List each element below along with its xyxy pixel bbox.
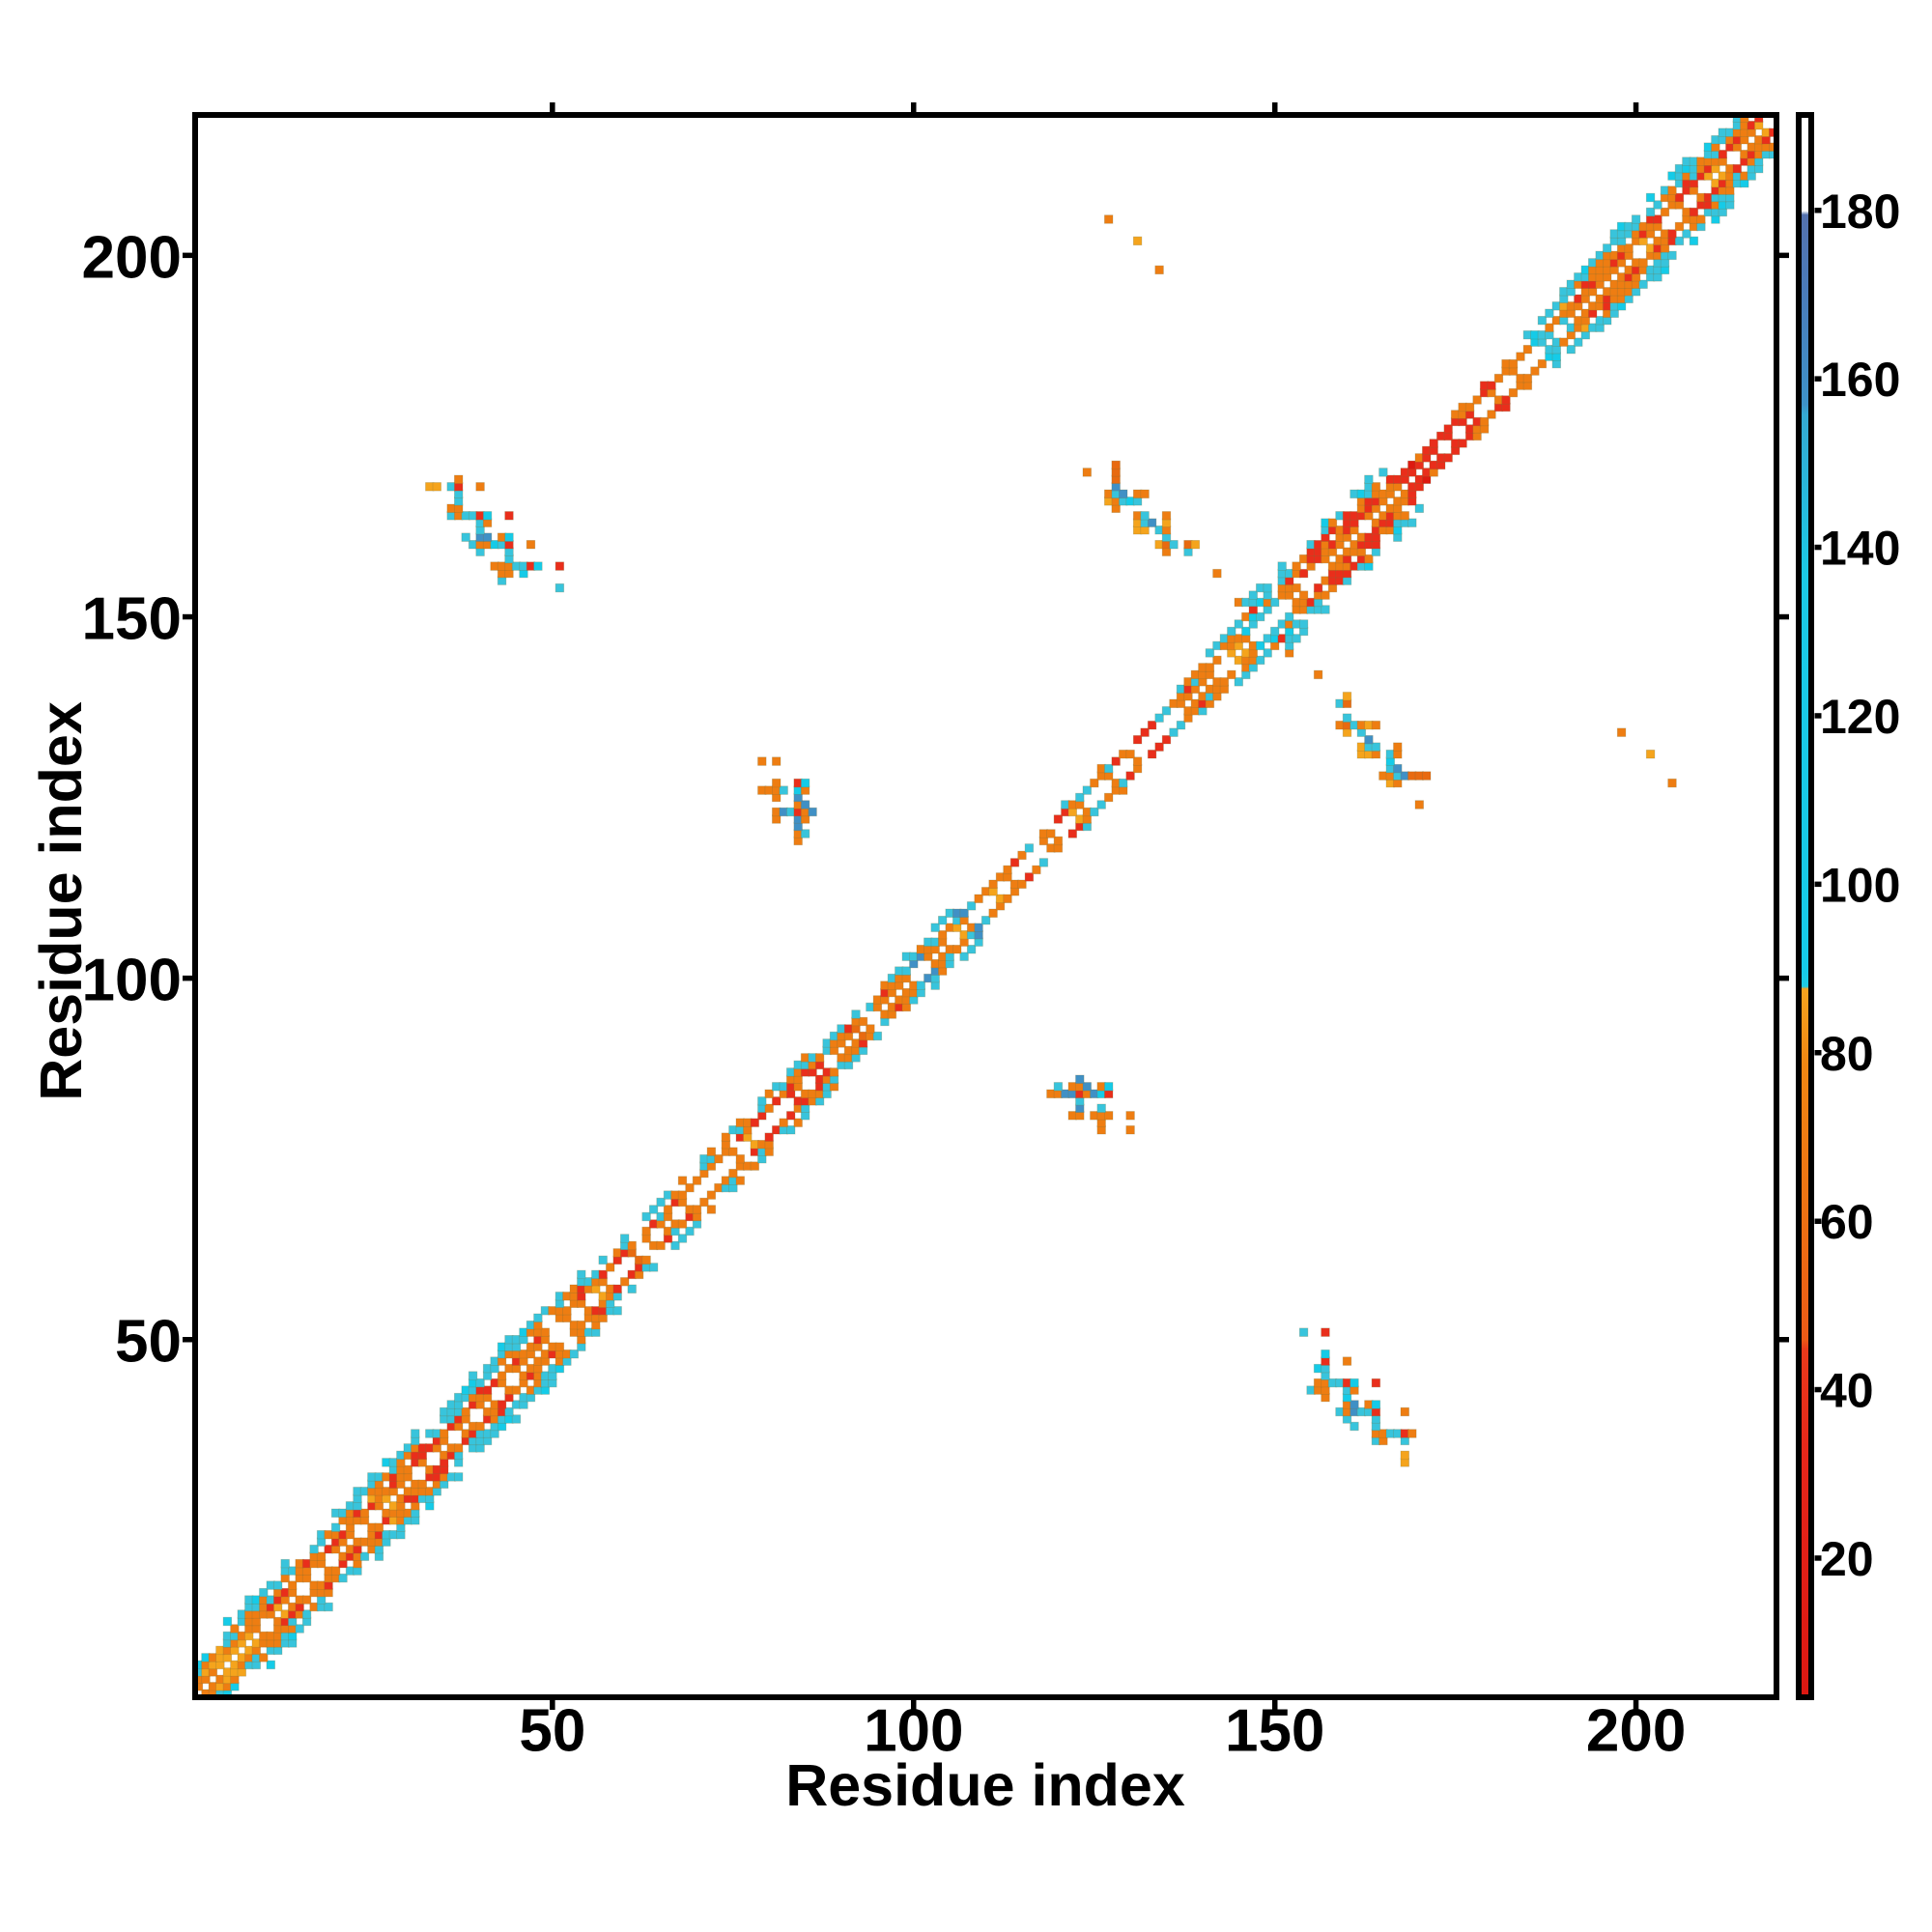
svg-text:160: 160 [1820,353,1900,407]
svg-text:80: 80 [1820,1027,1874,1081]
svg-text:120: 120 [1820,690,1900,744]
svg-text:180: 180 [1820,185,1900,239]
svg-text:200: 200 [1586,1698,1686,1765]
svg-text:200: 200 [82,224,182,291]
svg-text:Residue index: Residue index [785,1752,1185,1818]
svg-text:50: 50 [519,1698,585,1765]
svg-text:50: 50 [115,1309,182,1376]
svg-text:150: 150 [1225,1698,1324,1765]
svg-text:150: 150 [82,586,182,653]
svg-text:100: 100 [864,1698,963,1765]
svg-text:100: 100 [1820,858,1900,912]
svg-text:140: 140 [1820,522,1900,576]
svg-text:40: 40 [1820,1364,1874,1418]
svg-text:100: 100 [82,948,182,1014]
svg-text:20: 20 [1820,1532,1874,1586]
svg-text:Residue index: Residue index [28,701,94,1101]
svg-text:60: 60 [1820,1195,1874,1249]
